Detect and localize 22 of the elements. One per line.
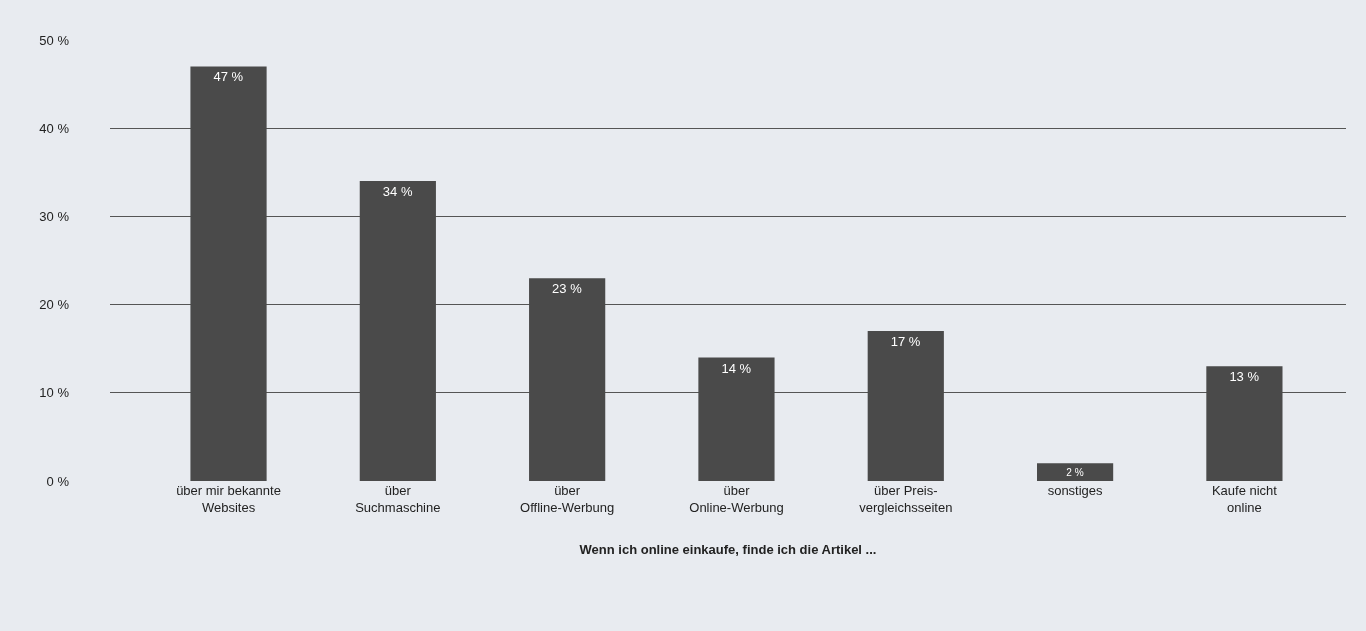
y-tick-label: 0 % (46, 473, 70, 489)
data-label: 23 % (552, 281, 583, 297)
y-tick-label: 10 % (39, 385, 70, 401)
data-label: 13 % (1229, 369, 1260, 385)
y-tick-label: 50 % (39, 32, 70, 48)
x-tick-label: sonstiges (1047, 483, 1104, 498)
y-tick-label: 40 % (39, 120, 70, 136)
y-tick-label: 30 % (39, 208, 70, 224)
data-label: 47 % (213, 69, 244, 85)
x-tick-label: über Preis- vergleichsseiten (859, 483, 953, 515)
x-tick-label: über Offline-Werbung (520, 483, 615, 515)
bar (1037, 463, 1114, 481)
x-tick-label: über Online-Werbung (689, 483, 784, 515)
x-axis-title: Wenn ich online einkaufe, finde ich die Artikel ... (579, 541, 877, 557)
x-tick-label: über mir bekannte Websites (176, 483, 281, 515)
y-tick-label: 20 % (39, 297, 70, 313)
x-tick-label: über Suchmaschine (355, 483, 441, 515)
data-label: 34 % (382, 184, 413, 200)
x-tick-label: Kaufe nicht online (1211, 483, 1278, 515)
data-label: 2 % (1066, 466, 1084, 478)
data-label: 14 % (721, 360, 752, 376)
data-label: 17 % (890, 334, 921, 350)
